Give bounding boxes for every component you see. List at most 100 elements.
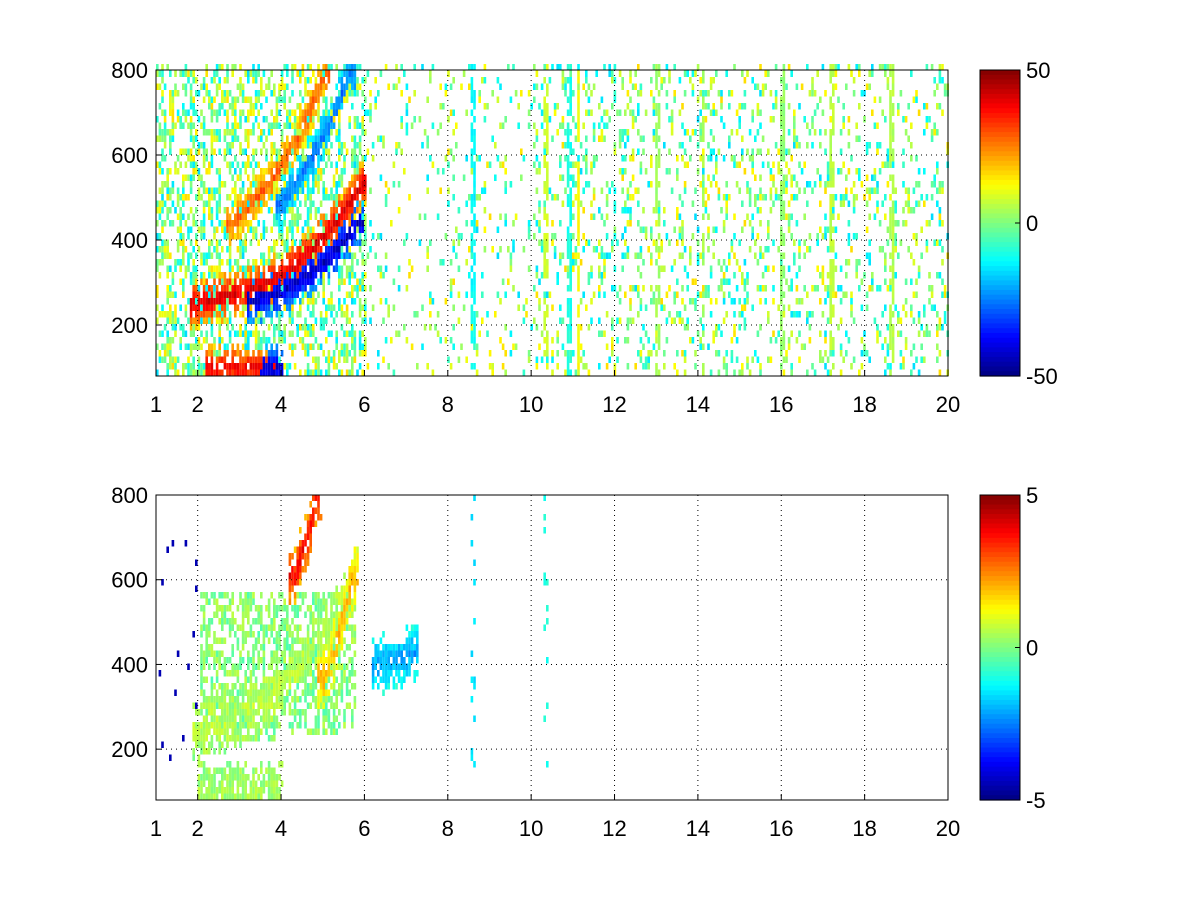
colorbar-step (980, 242, 1020, 248)
x-tick-label: 1 (150, 816, 162, 841)
colorbar-step (980, 208, 1020, 215)
colorbar-step (980, 661, 1020, 668)
colorbar-step (980, 523, 1020, 529)
colorbar-step (980, 199, 1020, 205)
colorbar-step (980, 556, 1020, 563)
colorbar-step (980, 113, 1020, 119)
x-tick-label: 1 (150, 392, 162, 417)
colorbar-step (980, 213, 1020, 219)
colorbar-step (980, 566, 1020, 572)
colorbar-step (980, 518, 1020, 525)
x-tick-label: 20 (936, 816, 960, 841)
plot-area (156, 495, 948, 800)
colorbar-step (980, 227, 1020, 234)
colorbar-step (980, 790, 1020, 796)
x-tick-label: 14 (686, 816, 710, 841)
colorbar-step (980, 676, 1020, 682)
heatmap-cells (156, 64, 949, 376)
colorbar-step (980, 590, 1020, 596)
x-tick-label: 14 (686, 392, 710, 417)
colorbar-step (980, 533, 1020, 539)
colorbar-step (980, 79, 1020, 85)
colorbar-step (980, 146, 1020, 152)
colorbar-step (980, 495, 1020, 501)
colorbar-step (980, 685, 1020, 691)
axes-frame (155, 69, 949, 377)
colorbar-step (980, 680, 1020, 687)
colorbar-tick-label: -5 (1026, 788, 1046, 813)
colorbar-step (980, 666, 1020, 672)
x-tick-label: 10 (519, 392, 543, 417)
y-tick-label: 200 (111, 737, 148, 762)
colorbar-step (980, 294, 1020, 301)
x-tick-label: 2 (192, 392, 204, 417)
colorbar-step (980, 552, 1020, 558)
colorbar-step (980, 165, 1020, 172)
colorbar-step (980, 599, 1020, 606)
colorbar-step (980, 332, 1020, 339)
colorbar: 5 0 -5 (979, 483, 1046, 813)
colorbar-step (980, 189, 1020, 195)
colorbar-step (980, 203, 1020, 210)
colorbar-step (980, 637, 1020, 644)
colorbar-step (980, 642, 1020, 649)
colorbar-step (980, 156, 1020, 162)
colorbar-step (980, 285, 1020, 291)
colorbar-step (980, 571, 1020, 577)
colorbar-step (980, 609, 1020, 615)
colorbar-step (980, 771, 1020, 777)
colorbar-step (980, 141, 1020, 148)
colorbar-step (980, 175, 1020, 181)
grid (156, 495, 948, 800)
colorbar-step (980, 160, 1020, 167)
colorbar-step (980, 366, 1020, 372)
colorbar-step (980, 70, 1020, 76)
colorbar-step (980, 98, 1020, 105)
colorbar-step (980, 151, 1020, 157)
colorbar-step (980, 757, 1020, 763)
x-tick-label: 6 (358, 816, 370, 841)
colorbar-step (980, 509, 1020, 515)
colorbar-step (980, 752, 1020, 758)
y-tick-label: 400 (111, 652, 148, 677)
colorbar-step (980, 747, 1020, 753)
colorbar-step (980, 136, 1020, 143)
grid (156, 70, 948, 376)
colorbar-step (980, 127, 1020, 133)
x-tick-label: 12 (602, 816, 626, 841)
colorbar-step (980, 170, 1020, 176)
colorbar-step (980, 237, 1020, 243)
colorbar-tick-label: 50 (1026, 58, 1050, 83)
colorbar-step (980, 266, 1020, 272)
colorbar-step (980, 604, 1020, 610)
colorbar-step (980, 690, 1020, 696)
x-tick-label: 10 (519, 816, 543, 841)
x-tick-label: 16 (769, 816, 793, 841)
colorbar-step (980, 352, 1020, 358)
colorbar-step (980, 618, 1020, 625)
colorbar-step (980, 179, 1020, 186)
colorbar-step (980, 623, 1020, 630)
colorbar-step (980, 699, 1020, 706)
colorbar-step (980, 723, 1020, 730)
colorbar-step (980, 246, 1020, 253)
colorbar-step (980, 84, 1020, 90)
colorbar-step (980, 275, 1020, 281)
colorbar-step (980, 504, 1020, 510)
colorbar-step (980, 223, 1020, 229)
colorbar-step (980, 270, 1020, 277)
colorbar-step (980, 103, 1020, 109)
colorbar-step (980, 738, 1020, 744)
x-tick-label: 8 (442, 816, 454, 841)
colorbar-step (980, 313, 1020, 320)
colorbar-step (980, 342, 1020, 348)
x-tick-label: 6 (358, 392, 370, 417)
colorbar-step (980, 547, 1020, 553)
x-tick-label: 16 (769, 392, 793, 417)
colorbar-step (980, 595, 1020, 601)
colorbar-step (980, 194, 1020, 200)
colorbar-tick-label: 5 (1026, 483, 1038, 508)
x-tick-label: 4 (275, 816, 287, 841)
colorbar-step (980, 261, 1020, 267)
